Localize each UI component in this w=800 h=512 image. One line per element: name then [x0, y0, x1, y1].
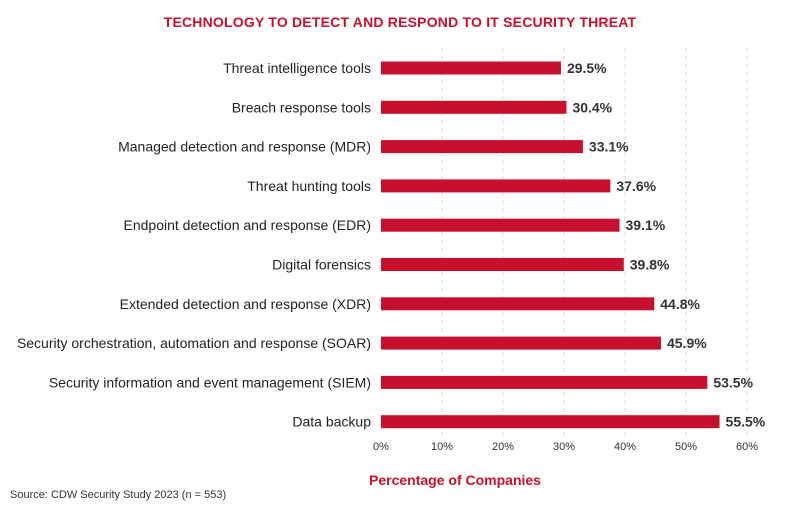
value-label: 53.5%: [713, 374, 753, 390]
bar: [381, 415, 720, 429]
bar: [381, 179, 611, 193]
category-label: Extended detection and response (XDR): [120, 296, 371, 312]
value-label: 37.6%: [616, 178, 656, 194]
x-tick-label: 20%: [492, 441, 514, 453]
value-label: 45.9%: [667, 335, 707, 351]
value-label: 39.1%: [626, 217, 666, 233]
value-label: 44.8%: [660, 296, 700, 312]
x-tick-label: 60%: [736, 441, 758, 453]
chart-title: TECHNOLOGY TO DETECT AND RESPOND TO IT S…: [163, 14, 637, 30]
category-label: Endpoint detection and response (EDR): [124, 217, 371, 233]
x-tick-label: 30%: [553, 441, 575, 453]
x-tick-label: 50%: [675, 441, 697, 453]
grid-lines: [441, 48, 748, 436]
category-labels: Threat intelligence tools Breach response…: [17, 60, 371, 430]
source-note: Source: CDW Security Study 2023 (n = 553…: [10, 489, 227, 501]
bar: [381, 375, 708, 389]
bar: [381, 297, 655, 311]
category-label: Security information and event managemen…: [49, 374, 371, 390]
x-axis-ticks: 0% 10% 20% 30% 40% 50% 60%: [373, 441, 758, 453]
value-label: 33.1%: [589, 139, 629, 155]
value-labels: 29.5% 30.4% 33.1% 37.6% 39.1% 39.8% 44.8% 45.9%…: [567, 60, 766, 430]
category-label: Threat hunting tools: [247, 178, 371, 194]
category-label: Breach response tools: [232, 99, 371, 115]
bar: [381, 100, 567, 114]
category-label: Threat intelligence tools: [223, 60, 371, 76]
bar: [381, 61, 561, 75]
bar: [381, 336, 661, 350]
value-label: 30.4%: [572, 99, 612, 115]
category-label: Security orchestration, automation and r…: [17, 335, 371, 351]
x-tick-label: 40%: [614, 441, 636, 453]
bar: [381, 218, 620, 232]
x-tick-label: 0%: [373, 441, 389, 453]
x-axis-title: Percentage of Companies: [369, 472, 541, 488]
category-label: Managed detection and response (MDR): [118, 139, 371, 155]
bar: [381, 140, 583, 154]
category-label: Digital forensics: [272, 257, 371, 273]
x-tick-label: 10%: [431, 441, 453, 453]
value-label: 29.5%: [567, 60, 607, 76]
value-label: 55.5%: [726, 414, 766, 430]
value-label: 39.8%: [630, 257, 670, 273]
bar: [381, 258, 624, 271]
bars: [381, 61, 720, 429]
category-label: Data backup: [292, 414, 371, 430]
